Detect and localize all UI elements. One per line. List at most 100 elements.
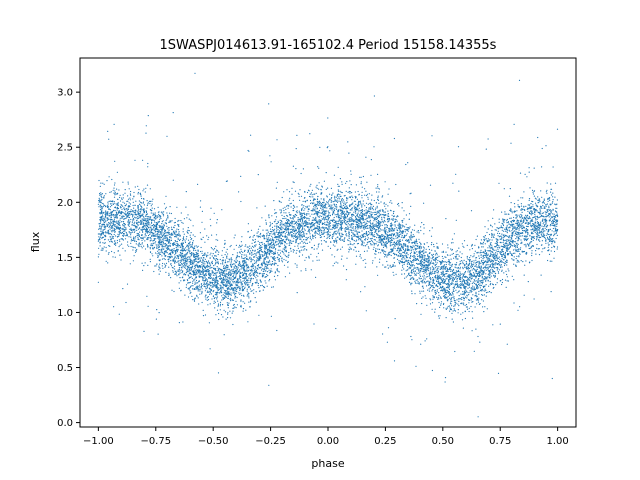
data-point [241,261,244,263]
data-point [436,268,438,270]
data-point [305,221,308,223]
data-point [316,256,318,258]
data-point [241,287,243,289]
data-point [409,253,412,255]
data-point [288,224,291,226]
data-point [256,265,259,267]
data-point [259,225,261,227]
data-point [326,224,328,226]
data-point [319,215,321,217]
data-point [147,231,149,233]
data-point [356,221,358,223]
data-point [494,276,496,278]
data-point [108,208,111,210]
data-point [266,273,268,276]
data-point [162,226,164,228]
data-point [371,241,374,243]
data-point [184,274,186,276]
data-point [224,275,226,277]
data-point [399,224,401,226]
data-point [529,234,531,236]
data-point [393,274,395,276]
data-point [178,257,180,260]
data-point [426,338,428,340]
data-point [375,213,377,216]
data-point [325,211,327,213]
data-point [305,268,307,270]
data-point [495,229,497,231]
data-point [363,214,365,216]
data-point [129,199,131,201]
data-point [119,196,121,199]
data-point [317,252,319,254]
data-point [533,237,536,239]
data-point [462,245,464,247]
data-point [197,261,199,263]
data-point [263,257,265,259]
data-point [270,256,272,258]
data-point [413,256,415,258]
data-point [483,240,485,242]
data-point [276,139,278,141]
data-point [527,225,529,228]
data-point [463,302,465,304]
data-point [265,282,267,284]
data-point [496,253,498,255]
data-point [391,202,393,204]
data-point [391,244,393,246]
data-point [181,252,183,254]
data-point [384,266,386,268]
data-point [218,271,220,273]
data-point [240,175,242,177]
data-point [337,183,339,185]
data-point [187,288,189,290]
data-point [308,205,310,207]
data-point [207,281,209,283]
data-point [301,213,303,215]
data-point [286,243,288,245]
data-point [364,213,366,215]
data-point [327,210,329,212]
data-point [142,202,144,204]
data-point [511,238,513,240]
data-point [340,217,342,219]
data-point [496,227,498,229]
data-point [113,123,115,125]
data-point [200,200,202,202]
data-point [525,214,527,216]
data-point [448,305,451,307]
data-point [542,232,544,234]
data-point [549,219,551,221]
data-point [278,238,280,240]
data-point [312,203,314,205]
data-point [236,279,238,281]
data-point [540,236,542,238]
data-point [177,246,179,248]
data-point [322,205,324,208]
data-point [206,266,208,268]
data-point [488,240,490,242]
data-point [211,286,213,288]
data-point [299,212,302,214]
data-point [156,245,158,247]
data-point [122,181,124,183]
data-point [264,265,266,267]
data-point [193,256,195,258]
data-point [256,252,258,254]
data-point [466,255,468,258]
data-point [249,236,251,238]
data-point [335,220,337,222]
data-point [292,218,294,220]
data-point [235,296,237,298]
data-point [362,200,364,202]
data-point [408,227,410,229]
data-point [215,234,218,236]
data-point [311,189,313,191]
data-point [464,270,467,273]
data-point [506,240,508,243]
data-point [383,203,385,205]
data-point [164,246,166,248]
data-point [453,305,455,307]
data-point [265,246,267,248]
data-point [476,285,478,287]
